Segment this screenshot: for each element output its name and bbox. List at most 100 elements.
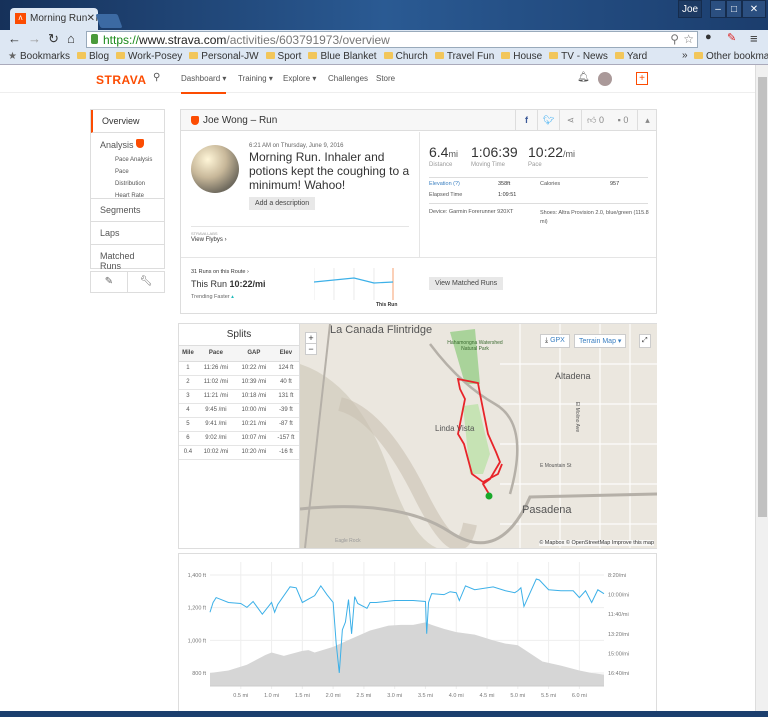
- strava-logo[interactable]: STRAVA: [96, 73, 147, 87]
- bookmark-item[interactable]: Travel Fun: [435, 51, 494, 62]
- address-bar[interactable]: https://www.strava.com/activities/603791…: [86, 31, 698, 48]
- profile-button[interactable]: Joe: [678, 0, 702, 18]
- nav-training[interactable]: Training ▾: [238, 74, 273, 83]
- elevation-pace-chart-panel: 1,400 ft 1,200 ft 1,000 ft 800 ft 8:20/mi 10:…: [178, 553, 657, 711]
- moving-time-value: 1:06:39: [471, 144, 518, 160]
- collapse-icon[interactable]: ▴: [637, 110, 657, 131]
- maximize-button[interactable]: □: [726, 0, 742, 18]
- run-shield-icon: [191, 116, 199, 125]
- scrollbar-thumb[interactable]: [758, 77, 767, 517]
- user-avatar[interactable]: [598, 72, 612, 86]
- bookmark-star-icon[interactable]: ☆: [683, 32, 694, 46]
- minimize-button[interactable]: –: [710, 0, 726, 18]
- x-tick-label: 5.5 mi: [541, 693, 556, 699]
- extension-icon[interactable]: ●: [705, 31, 712, 43]
- sidebar-item-analysis[interactable]: Analysis Pace Analysis Pace Distribution…: [91, 133, 164, 199]
- search-icon[interactable]: ⚲: [153, 72, 161, 83]
- extension-pen-icon[interactable]: ✎: [727, 32, 737, 44]
- page-scrollbar[interactable]: [755, 65, 768, 711]
- split-cell: 11:26 /mi: [196, 361, 235, 376]
- forward-icon[interactable]: →: [28, 31, 41, 46]
- map-type-select[interactable]: Terrain Map ▾: [574, 334, 627, 348]
- bookmark-item[interactable]: House: [501, 51, 542, 62]
- nav-explore[interactable]: Explore ▾: [283, 74, 317, 83]
- x-tick-label: 0.5 mi: [233, 693, 248, 699]
- bookmark-item[interactable]: Church: [384, 51, 428, 62]
- other-bookmarks[interactable]: Other bookmarks: [694, 51, 768, 62]
- activity-title-block: 6:21 AM on Thursday, June 9, 2016 Mornin…: [249, 142, 415, 210]
- park-area: [450, 329, 480, 384]
- athlete-activity-title[interactable]: Joe Wong – Run: [203, 115, 278, 126]
- view-flybys-link[interactable]: View Flybys ›: [191, 237, 227, 243]
- facebook-share-icon[interactable]: f: [515, 110, 537, 131]
- strava-navbar: STRAVA ⚲ Dashboard ▾ Training ▾ Explore …: [0, 65, 755, 94]
- map-label-pasadena: Pasadena: [522, 504, 572, 516]
- distance-value: 6.4: [429, 144, 449, 160]
- x-tick-label: 2.5 mi: [356, 693, 371, 699]
- view-matched-runs-button[interactable]: View Matched Runs: [429, 277, 504, 290]
- bookmark-item[interactable]: Personal-JW: [189, 51, 258, 62]
- bookmark-item[interactable]: Yard: [615, 51, 647, 62]
- athlete-avatar[interactable]: [191, 145, 239, 193]
- more-bookmarks-icon[interactable]: »: [682, 50, 688, 61]
- freeway: [429, 343, 519, 495]
- sidebar-item-matched-runs[interactable]: Matched Runs: [100, 251, 135, 271]
- map-attribution[interactable]: © Mapbox © OpenStreetMap Improve this ma…: [539, 540, 654, 546]
- bookmark-item[interactable]: Bookmarks: [8, 51, 70, 62]
- sidebar-sub-pace-distribution[interactable]: Pace Distribution: [115, 169, 146, 187]
- url-host: www.strava.com: [139, 33, 227, 47]
- nav-store[interactable]: Store: [376, 74, 396, 83]
- upload-plus-icon[interactable]: +: [636, 72, 648, 85]
- comments-button[interactable]: ▪ 0: [617, 115, 629, 125]
- sidebar-sub-pace-analysis[interactable]: Pace Analysis: [115, 157, 153, 163]
- home-icon[interactable]: ⌂: [67, 31, 75, 46]
- fullscreen-icon[interactable]: ⤢: [639, 334, 651, 348]
- bookmark-item[interactable]: Work-Posey: [116, 51, 182, 62]
- close-window-button[interactable]: ✕: [742, 0, 766, 18]
- twitter-share-icon[interactable]: 🐦︎: [537, 110, 559, 131]
- wrench-icon[interactable]: 🔧︎: [127, 272, 164, 292]
- bookmark-item[interactable]: Sport: [266, 51, 302, 62]
- nav-challenges[interactable]: Challenges: [328, 74, 369, 83]
- map-canvas: [300, 324, 657, 548]
- gpx-download-button[interactable]: ⤓ GPX: [540, 334, 570, 348]
- browser-tab[interactable]: ʌ Morning Run. Inhaler and✕: [10, 8, 98, 30]
- nav-dashboard[interactable]: Dashboard ▾: [181, 74, 227, 94]
- route-runs-link[interactable]: 31 Runs on this Route ›: [191, 269, 249, 275]
- bookmark-item[interactable]: Blue Blanket: [308, 51, 376, 62]
- y-right-tick-label: 8:20/mi: [608, 573, 626, 579]
- zoom-out-button[interactable]: −: [306, 343, 316, 354]
- route-trend-sparkline: [314, 268, 394, 300]
- split-cell: 0.4: [179, 445, 197, 460]
- close-tab-icon[interactable]: ✕: [86, 13, 95, 24]
- edit-pencil-icon[interactable]: ✎: [104, 276, 114, 287]
- route-path: [456, 377, 503, 495]
- sidebar-sub-heart-rate[interactable]: Heart Rate: [115, 193, 145, 199]
- split-cell: 10:00 /mi: [234, 403, 273, 418]
- elevation-pace-chart: 1,400 ft 1,200 ft 1,000 ft 800 ft 8:20/mi 10:…: [188, 562, 629, 699]
- share-icon[interactable]: ⋖: [559, 110, 581, 131]
- back-icon[interactable]: ←: [8, 31, 21, 46]
- menu-icon[interactable]: ≡: [750, 31, 758, 46]
- sidebar-item-overview[interactable]: Overview: [91, 110, 164, 133]
- add-description-button[interactable]: Add a description: [249, 197, 316, 210]
- calories-value: 957: [610, 181, 620, 187]
- elevation-help-link[interactable]: Elevation (?): [429, 181, 460, 187]
- reload-icon[interactable]: ↻: [48, 31, 59, 46]
- stat-moving-time: 1:06:39 Moving Time: [471, 144, 518, 168]
- bookmark-item[interactable]: TV - News: [549, 51, 608, 62]
- sidebar-item-segments[interactable]: Segments: [91, 199, 164, 222]
- bookmark-item[interactable]: Blog: [77, 51, 109, 62]
- split-row: 1 11:26 /mi 10:22 /mi 124 ft: [179, 361, 299, 376]
- pace-line: [209, 578, 605, 673]
- new-tab-button[interactable]: [95, 14, 123, 28]
- kudos-button[interactable]: 👍︎ 0: [581, 110, 609, 131]
- zoom-in-button[interactable]: +: [308, 333, 314, 343]
- split-row: 3 11:21 /mi 10:18 /mi 131 ft: [179, 389, 299, 404]
- zoom-icon[interactable]: ⚲: [670, 32, 679, 46]
- map-label-eagle-rock: Eagle Rock: [335, 538, 361, 544]
- route-map[interactable]: La Canada Flintridge Hahamongna Watershe…: [300, 324, 657, 548]
- sidebar-item-laps[interactable]: Laps: [91, 222, 164, 245]
- notifications-bell-icon[interactable]: 🔔︎: [577, 72, 590, 83]
